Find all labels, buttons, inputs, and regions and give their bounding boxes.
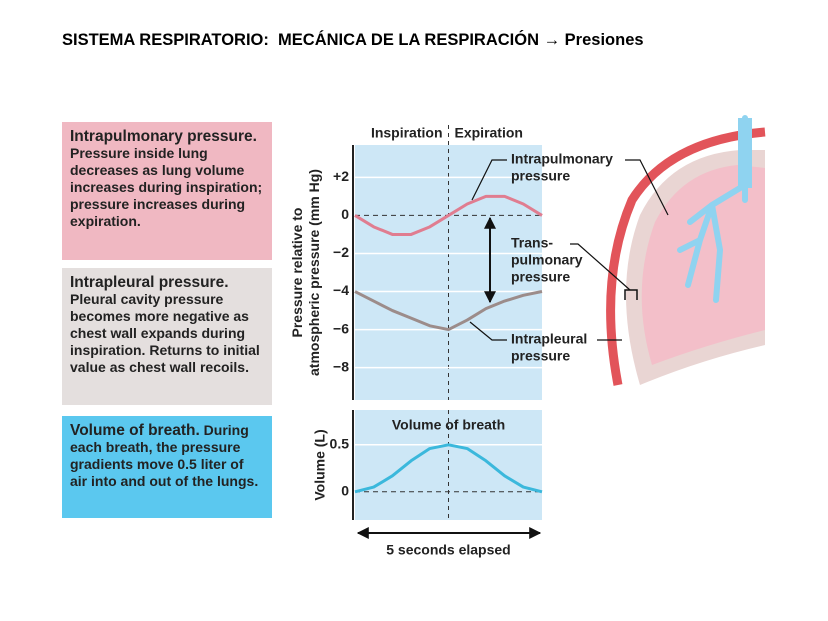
annotation: pressure [511,269,570,285]
y-axis-label: Volume (L) [312,429,328,500]
y-tick-label: 0 [341,482,349,498]
y-tick-label: 0.5 [330,435,350,451]
y-tick-label: −2 [333,244,349,260]
chart-title: Volume of breath [392,417,505,433]
annotation: Trans- [511,235,553,251]
y-tick-label: +2 [333,168,349,184]
phase-label: Inspiration [371,125,443,141]
leader-line [471,159,507,201]
panel-text: During each breath, the pressure gradien… [70,422,259,489]
annotation: Intrapleural [511,331,587,347]
panel-heading: Volume of breath. [70,422,200,439]
annotation: Intrapulmonary [511,151,613,167]
panel: Volume of breath. During each breath, th… [62,416,272,518]
panel: Intrapleural pressure. Pleural cavity pr… [62,268,272,405]
annotation: pressure [511,348,570,364]
series-line [354,443,543,494]
leader-line [570,243,631,291]
phase-label: Expiration [455,125,523,141]
slide-title: SISTEMA RESPIRATORIO: MECÁNICA DE LA RES… [62,31,644,49]
panel: Intrapulmonary pressure. Pressure inside… [62,122,272,260]
leader-line [469,321,507,341]
panel-heading: Intrapleural pressure. [70,274,229,291]
y-tick-label: 0 [341,206,349,222]
panel-text: Pleural cavity pressure becomes more neg… [70,291,260,375]
annotation: pressure [511,168,570,184]
panel-heading: Intrapulmonary pressure. [70,128,257,145]
series-line [354,290,543,332]
series-line [354,194,543,236]
y-tick-label: −8 [333,358,349,374]
y-axis-label: Pressure relative to [289,208,305,338]
panel-text: Pressure inside lung decreases as lung v… [70,145,263,229]
y-tick-label: −4 [333,282,349,298]
annotation: pulmonary [511,252,583,268]
y-axis-label: atmospheric pressure (mm Hg) [306,169,322,376]
x-axis-label: 5 seconds elapsed [386,542,511,558]
lung-illustration [606,115,766,386]
y-tick-label: −6 [333,320,349,336]
leader-line [625,159,669,216]
